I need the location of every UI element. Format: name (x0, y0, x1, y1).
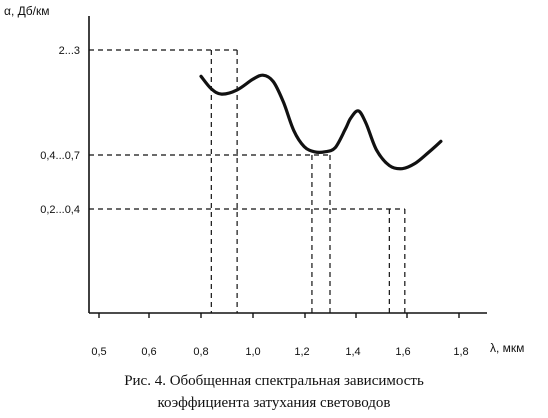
y-tick-label: 0,4...0,7 (40, 150, 80, 162)
x-tick-label: 0,8 (193, 346, 208, 358)
x-tick-label: 0,5 (91, 346, 106, 358)
x-tick-label: 1,4 (345, 346, 360, 358)
attenuation-curve (199, 73, 443, 171)
x-tick-marks (98, 313, 460, 318)
x-tick-label: 1,8 (453, 346, 468, 358)
x-tick-label: 1,6 (395, 346, 410, 358)
caption-line-2: коэффициента затухания световодов (158, 395, 391, 411)
caption-line-1: Рис. 4. Обобщенная спектральная зависимо… (124, 373, 424, 389)
y-tick-label: 0,2...0,4 (40, 204, 80, 216)
y-tick-labels: 2...3 0,4...0,7 0,2...0,4 (40, 45, 80, 216)
x-tick-label: 0,6 (141, 346, 156, 358)
x-tick-label: 1,2 (294, 346, 309, 358)
x-tick-label: 1,0 (245, 346, 260, 358)
x-tick-labels: 0,5 0,6 0,8 1,0 1,2 1,4 1,6 1,8 (91, 346, 468, 358)
y-axis-label: α, Дб/км (4, 4, 49, 18)
y-tick-label: 2...3 (59, 45, 80, 57)
dashed-guides (89, 49, 406, 313)
x-axis-label: λ, мкм (490, 341, 524, 355)
